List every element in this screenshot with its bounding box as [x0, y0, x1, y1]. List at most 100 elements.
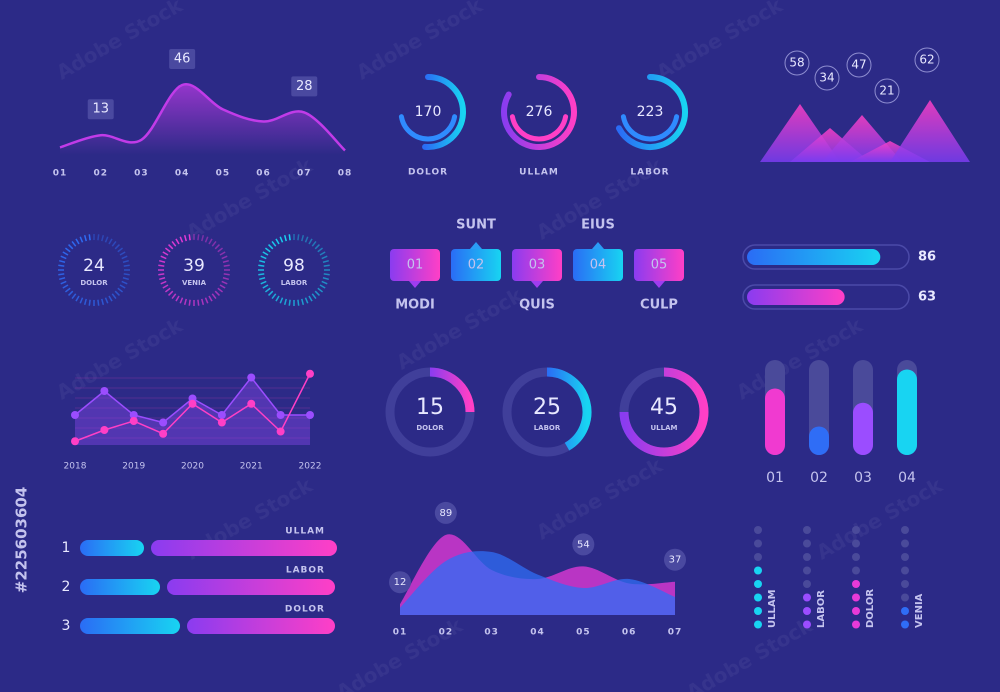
dial-tick — [311, 240, 317, 247]
bar — [853, 402, 873, 455]
point — [247, 373, 256, 382]
label-box — [87, 99, 114, 120]
dial-tick — [108, 238, 113, 245]
dial-tick — [59, 259, 66, 263]
dial-tick — [201, 298, 205, 305]
x-tick-label: 05 — [216, 169, 231, 179]
data-label: 28 — [296, 79, 313, 94]
dial-tick — [97, 299, 100, 306]
dial-tick — [183, 235, 187, 242]
dial-tick — [123, 273, 130, 276]
dial-tick — [83, 235, 87, 242]
dial-tick — [222, 277, 229, 281]
gauge-label: DOLOR — [408, 168, 448, 178]
gauge-value: 170 — [415, 104, 442, 120]
dial-tick — [259, 277, 266, 281]
dot — [852, 526, 860, 534]
dial-label: VENIA — [182, 279, 207, 287]
label-circle — [814, 65, 840, 91]
dial-tick — [317, 287, 324, 293]
dot — [754, 566, 762, 575]
dial-tick — [159, 277, 166, 281]
dial-tick — [114, 290, 120, 296]
dial-tick — [62, 284, 69, 289]
progress-bar — [747, 289, 845, 305]
dot — [852, 593, 860, 602]
dial-tick — [119, 284, 126, 289]
step-caption: CULP — [640, 298, 678, 313]
row-number: 1 — [62, 540, 71, 556]
dial-tick — [175, 295, 180, 302]
donut-label: LABOR — [534, 424, 561, 432]
gauge-label: ULLAM — [519, 168, 559, 178]
dial-tick — [123, 264, 130, 267]
label-box — [291, 76, 318, 97]
dial-tick — [314, 244, 320, 250]
step-caption: MODI — [395, 298, 435, 313]
dial-tick — [221, 255, 228, 260]
dial-tick — [171, 293, 177, 300]
series-area — [400, 551, 675, 615]
label-box — [169, 49, 196, 69]
data-label: 37 — [669, 555, 682, 566]
x-tick-label: 06 — [256, 169, 271, 179]
data-label: 54 — [577, 539, 590, 550]
dot — [901, 526, 909, 534]
dial-tick — [317, 247, 324, 253]
data-label: 47 — [851, 58, 866, 72]
x-tick-label: 02 — [93, 169, 108, 179]
label-circle — [572, 533, 595, 556]
dial-tick — [71, 293, 77, 300]
dial-tick — [68, 244, 74, 250]
progress-value: 63 — [918, 290, 936, 305]
dot — [852, 553, 860, 561]
dot-label: DOLOR — [865, 589, 876, 628]
data-label: 13 — [92, 102, 109, 117]
dot-label: VENIA — [914, 593, 925, 628]
dial-tick — [268, 290, 274, 296]
dial-tick — [117, 247, 124, 253]
bar — [897, 369, 917, 455]
series-area — [75, 377, 310, 445]
dial-tick — [262, 284, 269, 289]
step-caption: SUNT — [456, 218, 496, 233]
dial-tick — [121, 255, 128, 260]
x-tick-label: 08 — [338, 169, 353, 179]
dial-tick — [68, 290, 74, 296]
dial-tick — [83, 298, 87, 305]
point — [188, 399, 197, 408]
step-caption: EIUS — [581, 218, 615, 233]
dot — [803, 593, 811, 602]
point — [217, 418, 226, 427]
dial-tick — [319, 251, 326, 256]
dial-tick — [197, 299, 200, 306]
dial-tick — [97, 234, 100, 241]
point — [306, 369, 314, 378]
dial-tick — [79, 297, 84, 304]
label-circle — [389, 571, 411, 594]
dial-tick — [158, 273, 165, 276]
dial-tick — [268, 244, 274, 250]
row-label: DOLOR — [285, 605, 325, 615]
bar — [809, 426, 829, 455]
step-box — [634, 249, 684, 281]
step-box — [512, 249, 562, 281]
step-caption: QUIS — [519, 298, 555, 313]
dial-tick — [162, 251, 169, 256]
dial-tick — [168, 290, 174, 296]
dial-tick — [223, 264, 230, 267]
row-label: ULLAM — [285, 527, 325, 537]
bar — [765, 388, 785, 455]
dot — [754, 580, 762, 588]
dial-tick — [262, 251, 269, 256]
step-pointer — [653, 281, 665, 288]
label-circle — [846, 52, 872, 78]
dial-tick — [88, 299, 91, 306]
point — [306, 411, 314, 419]
data-label: 46 — [174, 52, 191, 67]
donut-arc — [619, 367, 709, 457]
dial-tick — [323, 273, 330, 276]
data-label: 21 — [879, 84, 894, 98]
dial-tick — [322, 277, 329, 281]
dial-tick — [288, 299, 291, 306]
